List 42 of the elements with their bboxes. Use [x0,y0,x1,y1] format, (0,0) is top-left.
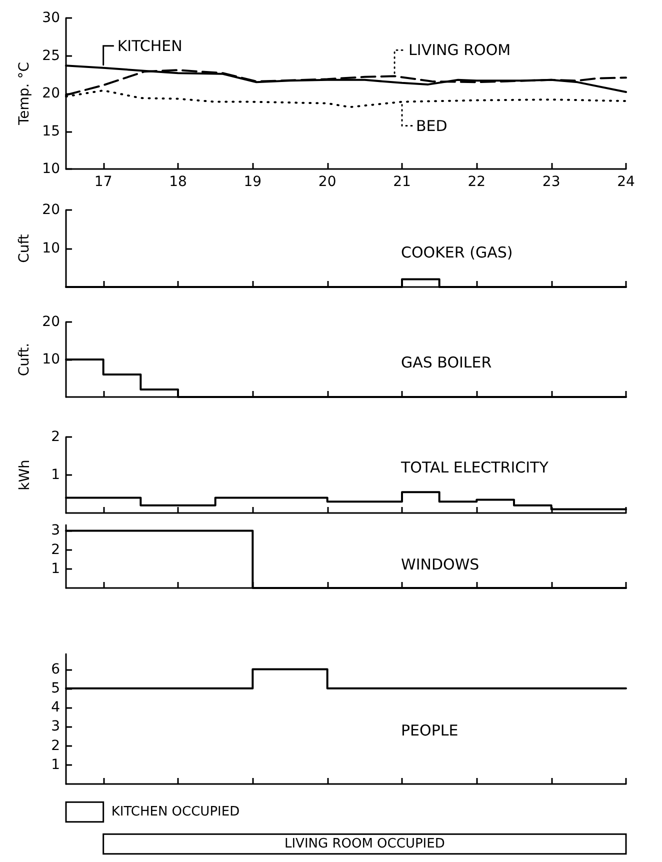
legend-label: KITCHEN [117,36,182,55]
text: COOKER (GAS) [401,244,513,262]
y-axis-title: kWh [17,460,33,490]
y-tick-label: 6 [51,661,60,678]
text: WINDOWS [401,556,480,574]
x-tick-label: 19 [244,174,262,190]
y-tick-label: 15 [42,123,60,140]
y-axis-title: Temp. °C [16,62,32,126]
y-tick-label: 20 [42,86,60,102]
y-tick-label: 5 [51,680,60,696]
x-tick-label: 22 [468,174,486,190]
y-tick-label: LIVING ROOM OCCUPIED [284,836,445,852]
y-tick-label: 10 [42,240,60,256]
y-tick-label: 20 [42,202,60,218]
text: TOTAL ELECTRICITY [400,458,550,476]
legend-label: BED [416,116,448,135]
text: PEOPLE [401,722,458,740]
y-tick-label: 2 [51,542,60,558]
x-tick-label: 21 [393,174,411,190]
y-tick-label: 4 [51,700,60,716]
y-tick-label: 25 [42,48,60,64]
y-tick-label: KITCHEN OCCUPIED [111,804,240,820]
y-tick-label: 30 [42,10,60,26]
y-tick-label: 10 [42,352,60,368]
text: GAS BOILER [401,354,492,372]
y-tick-label: 2 [51,429,60,445]
x-tick-label: 18 [169,174,187,190]
y-axis-title: Cuft. [16,342,32,376]
x-tick-label: 23 [542,174,560,190]
x-tick-label: 24 [617,174,635,190]
y-axis-title: Cuft [16,234,32,263]
series-label: LIVING ROOM [408,41,511,60]
x-tick-label: 20 [318,174,336,190]
x-tick-label: 17 [94,174,112,190]
y-tick-label: 3 [51,522,60,539]
y-tick-label: 1 [51,756,60,773]
y-tick-label: 1 [51,560,60,577]
y-tick-label: 1 [51,467,60,483]
y-tick-label: 10 [42,161,60,177]
y-tick-label: 20 [42,314,60,330]
y-tick-label: 2 [51,738,60,754]
y-tick-label: 3 [51,718,60,735]
